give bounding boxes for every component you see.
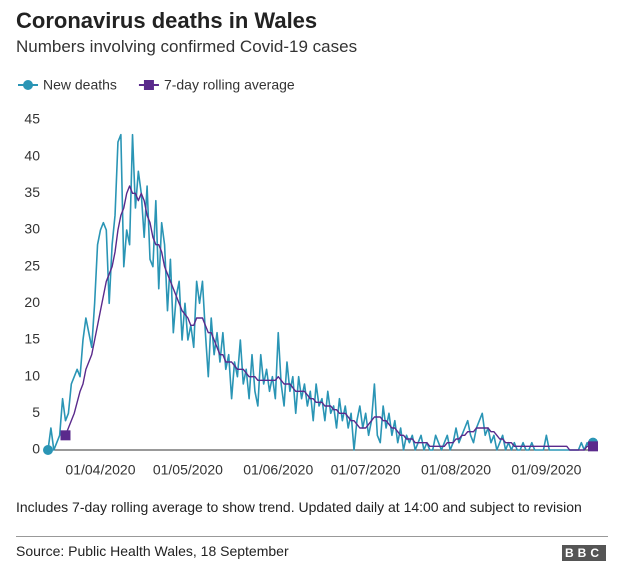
legend-marker (23, 80, 33, 90)
y-tick-label: 15 (24, 331, 40, 347)
legend-marker (143, 80, 154, 90)
divider (16, 536, 608, 537)
chart: New deaths 7-day rolling average 0 5 10 15 20 2… (18, 77, 598, 478)
x-tick-label: 01/05/2020 (153, 462, 223, 478)
y-tick-label: 10 (24, 367, 40, 383)
y-tick-label: 25 (24, 257, 40, 273)
footnote: Includes 7-day rolling average to show t… (16, 499, 582, 515)
x-tick-label: 01/06/2020 (243, 462, 313, 478)
legend-label: 7-day rolling average (164, 77, 295, 93)
y-tick-label: 45 (24, 111, 40, 127)
y-tick-label: 30 (24, 221, 40, 237)
x-tick-label: 01/07/2020 (331, 462, 401, 478)
x-tick-label: 01/04/2020 (65, 462, 135, 478)
x-tick-label: 01/08/2020 (421, 462, 491, 478)
end-marker (588, 441, 598, 452)
chart-title: Coronavirus deaths in Wales (16, 8, 318, 33)
y-tick-label: 0 (32, 441, 40, 457)
y-tick-label: 35 (24, 184, 40, 200)
end-marker (43, 445, 53, 455)
y-tick-label: 40 (24, 147, 40, 163)
chart-subtitle: Numbers involving confirmed Covid-19 cas… (16, 37, 358, 56)
legend-label: New deaths (43, 77, 117, 93)
brand-logo: BBC (562, 545, 606, 561)
series-line (64, 185, 593, 451)
y-tick-label: 5 (32, 404, 40, 420)
end-marker (60, 430, 71, 441)
x-tick-label: 01/09/2020 (511, 462, 581, 478)
source: Source: Public Health Wales, 18 Septembe… (16, 543, 289, 559)
y-tick-label: 20 (24, 294, 40, 310)
